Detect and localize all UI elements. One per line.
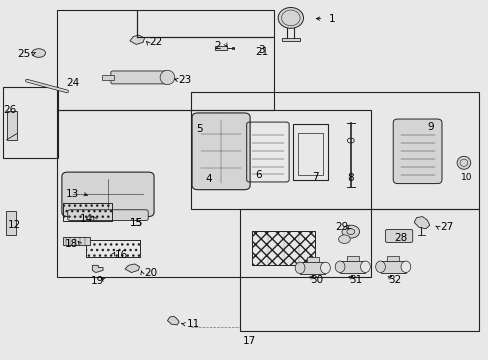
Text: 15: 15 xyxy=(129,218,142,228)
Bar xyxy=(63,203,112,221)
Bar xyxy=(57,110,370,277)
Text: 21: 21 xyxy=(254,46,267,57)
Text: 11: 11 xyxy=(186,319,200,329)
Polygon shape xyxy=(130,35,144,44)
Text: 16: 16 xyxy=(115,250,128,260)
Bar xyxy=(252,231,314,265)
Polygon shape xyxy=(125,264,140,273)
Text: 5: 5 xyxy=(196,124,203,134)
FancyBboxPatch shape xyxy=(392,119,441,184)
FancyBboxPatch shape xyxy=(111,71,167,84)
Text: 13: 13 xyxy=(66,189,80,199)
Ellipse shape xyxy=(278,8,303,28)
Text: 23: 23 xyxy=(178,75,191,85)
Text: 4: 4 xyxy=(205,174,212,184)
Ellipse shape xyxy=(334,261,344,273)
Bar xyxy=(190,92,478,209)
Text: 12: 12 xyxy=(8,220,21,230)
Text: 26: 26 xyxy=(3,105,16,115)
Bar xyxy=(86,240,140,257)
Bar xyxy=(292,124,327,180)
Text: 28: 28 xyxy=(393,233,407,243)
Bar xyxy=(346,256,358,261)
Bar xyxy=(252,231,314,265)
Text: 6: 6 xyxy=(254,170,261,180)
Text: 1: 1 xyxy=(328,14,335,24)
Ellipse shape xyxy=(320,262,330,274)
Text: 32: 32 xyxy=(387,275,401,285)
Bar xyxy=(297,133,323,175)
Text: 29: 29 xyxy=(335,222,348,231)
Text: 18: 18 xyxy=(64,239,78,249)
Bar xyxy=(102,75,114,80)
Polygon shape xyxy=(167,316,179,325)
Text: 15: 15 xyxy=(129,218,142,228)
Bar xyxy=(300,262,325,274)
Ellipse shape xyxy=(360,261,369,273)
Text: 30: 30 xyxy=(309,275,323,285)
Text: 10: 10 xyxy=(460,173,471,182)
Text: 9: 9 xyxy=(427,122,433,132)
Ellipse shape xyxy=(375,261,385,273)
Text: 24: 24 xyxy=(66,78,80,88)
Ellipse shape xyxy=(32,49,45,57)
Text: 8: 8 xyxy=(347,173,353,183)
Ellipse shape xyxy=(295,262,305,274)
FancyBboxPatch shape xyxy=(62,172,154,217)
Bar xyxy=(386,256,398,261)
Bar xyxy=(6,111,17,140)
Text: 31: 31 xyxy=(348,275,362,285)
Bar xyxy=(215,46,227,50)
Bar xyxy=(306,257,318,262)
FancyBboxPatch shape xyxy=(192,113,249,190)
Text: 25: 25 xyxy=(18,49,31,59)
Bar xyxy=(239,209,478,330)
Bar xyxy=(339,261,365,273)
Bar xyxy=(63,237,90,245)
Text: 3: 3 xyxy=(258,45,264,55)
Ellipse shape xyxy=(400,261,410,273)
Bar xyxy=(5,211,16,234)
Text: 20: 20 xyxy=(144,268,157,278)
Bar xyxy=(63,203,112,221)
Text: 17: 17 xyxy=(242,336,256,346)
Text: 7: 7 xyxy=(312,172,318,182)
Text: 14: 14 xyxy=(79,214,92,224)
Ellipse shape xyxy=(160,70,174,85)
Bar xyxy=(282,38,299,41)
FancyBboxPatch shape xyxy=(68,210,148,221)
Polygon shape xyxy=(413,217,429,229)
Ellipse shape xyxy=(338,235,349,243)
Polygon shape xyxy=(92,265,103,273)
Text: 27: 27 xyxy=(439,222,452,232)
FancyBboxPatch shape xyxy=(385,229,412,242)
Bar xyxy=(3,87,58,158)
Bar xyxy=(380,261,405,273)
Ellipse shape xyxy=(341,225,359,238)
Text: 2: 2 xyxy=(214,41,221,50)
Bar xyxy=(86,240,140,257)
Text: 22: 22 xyxy=(149,37,162,47)
Text: 19: 19 xyxy=(90,276,103,286)
Ellipse shape xyxy=(456,156,470,169)
